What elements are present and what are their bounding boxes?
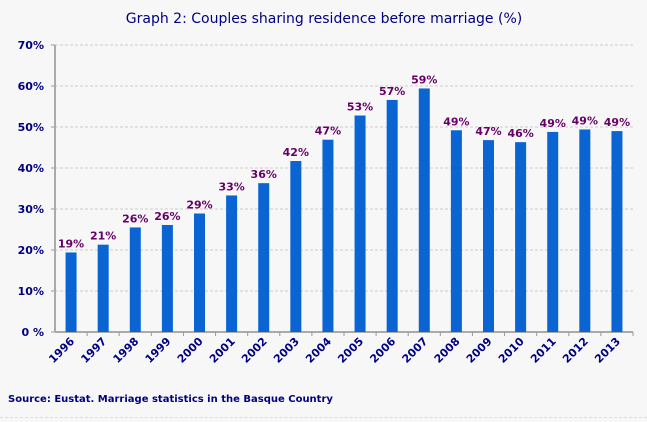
bar-2008 xyxy=(450,130,462,332)
data-label: 21% xyxy=(90,230,116,243)
data-label: 19% xyxy=(58,237,84,250)
bar-2001 xyxy=(226,195,238,332)
x-tick-label: 2006 xyxy=(367,335,398,366)
data-label: 53% xyxy=(347,101,373,114)
bar-2005 xyxy=(354,115,366,333)
data-label: 42% xyxy=(283,146,309,159)
x-tick-label: 2008 xyxy=(432,335,463,366)
x-tick-label: 2012 xyxy=(560,335,591,366)
data-label: 36% xyxy=(251,168,277,181)
x-tick-label: 1998 xyxy=(111,335,142,366)
x-tick-label: 2005 xyxy=(335,335,366,366)
data-label: 49% xyxy=(604,116,630,129)
bar-2003 xyxy=(290,161,302,332)
bar-2002 xyxy=(258,183,270,332)
bar-2010 xyxy=(515,142,527,332)
x-tick-label: 2003 xyxy=(271,335,302,366)
y-tick-label: 40% xyxy=(18,162,44,175)
bar-2012 xyxy=(579,129,591,332)
bar-2011 xyxy=(547,131,559,332)
bar-2006 xyxy=(386,99,398,332)
x-tick-label: 1999 xyxy=(143,335,174,366)
bar-2004 xyxy=(322,139,334,332)
bar-2000 xyxy=(194,213,205,332)
data-label: 49% xyxy=(443,115,469,128)
data-label: 59% xyxy=(411,73,437,86)
x-tick-label: 2002 xyxy=(239,335,270,366)
y-tick-label: 20% xyxy=(18,244,44,257)
y-tick-label: 70% xyxy=(18,39,44,52)
bar-2009 xyxy=(483,140,494,332)
data-label: 26% xyxy=(122,212,148,225)
x-tick-label: 2004 xyxy=(303,335,334,366)
y-tick-label: 60% xyxy=(18,80,44,93)
bar-2007 xyxy=(418,88,430,333)
data-label: 47% xyxy=(315,125,341,138)
bar-1999 xyxy=(161,224,173,332)
x-tick-label: 2000 xyxy=(175,335,206,366)
bar-1997 xyxy=(97,244,109,332)
bar-1996 xyxy=(65,252,77,332)
data-label: 46% xyxy=(507,127,533,140)
x-tick-label: 1997 xyxy=(78,335,109,366)
data-label: 47% xyxy=(475,125,501,138)
data-label: 33% xyxy=(218,180,244,193)
y-tick-label: 10% xyxy=(18,285,44,298)
x-tick-label: 2001 xyxy=(207,335,238,366)
data-label: 29% xyxy=(186,199,212,212)
data-label: 49% xyxy=(572,114,598,127)
x-tick-label: 1996 xyxy=(46,335,77,366)
y-tick-label: 50% xyxy=(18,121,44,134)
bar-2013 xyxy=(611,131,623,332)
source-note: Source: Eustat. Marriage statistics in t… xyxy=(8,394,333,405)
bar-1998 xyxy=(129,227,141,332)
data-label: 26% xyxy=(154,210,180,223)
x-tick-label: 2009 xyxy=(464,335,495,366)
x-tick-label: 2010 xyxy=(496,335,527,366)
chart-title: Graph 2: Couples sharing residence befor… xyxy=(126,11,522,27)
y-tick-label: 30% xyxy=(18,203,44,216)
x-tick-label: 2013 xyxy=(592,335,623,366)
data-label: 49% xyxy=(540,117,566,130)
data-label: 57% xyxy=(379,85,405,98)
y-tick-label: 0 % xyxy=(21,326,44,339)
x-tick-label: 2011 xyxy=(528,335,559,366)
x-tick-label: 2007 xyxy=(400,335,431,366)
